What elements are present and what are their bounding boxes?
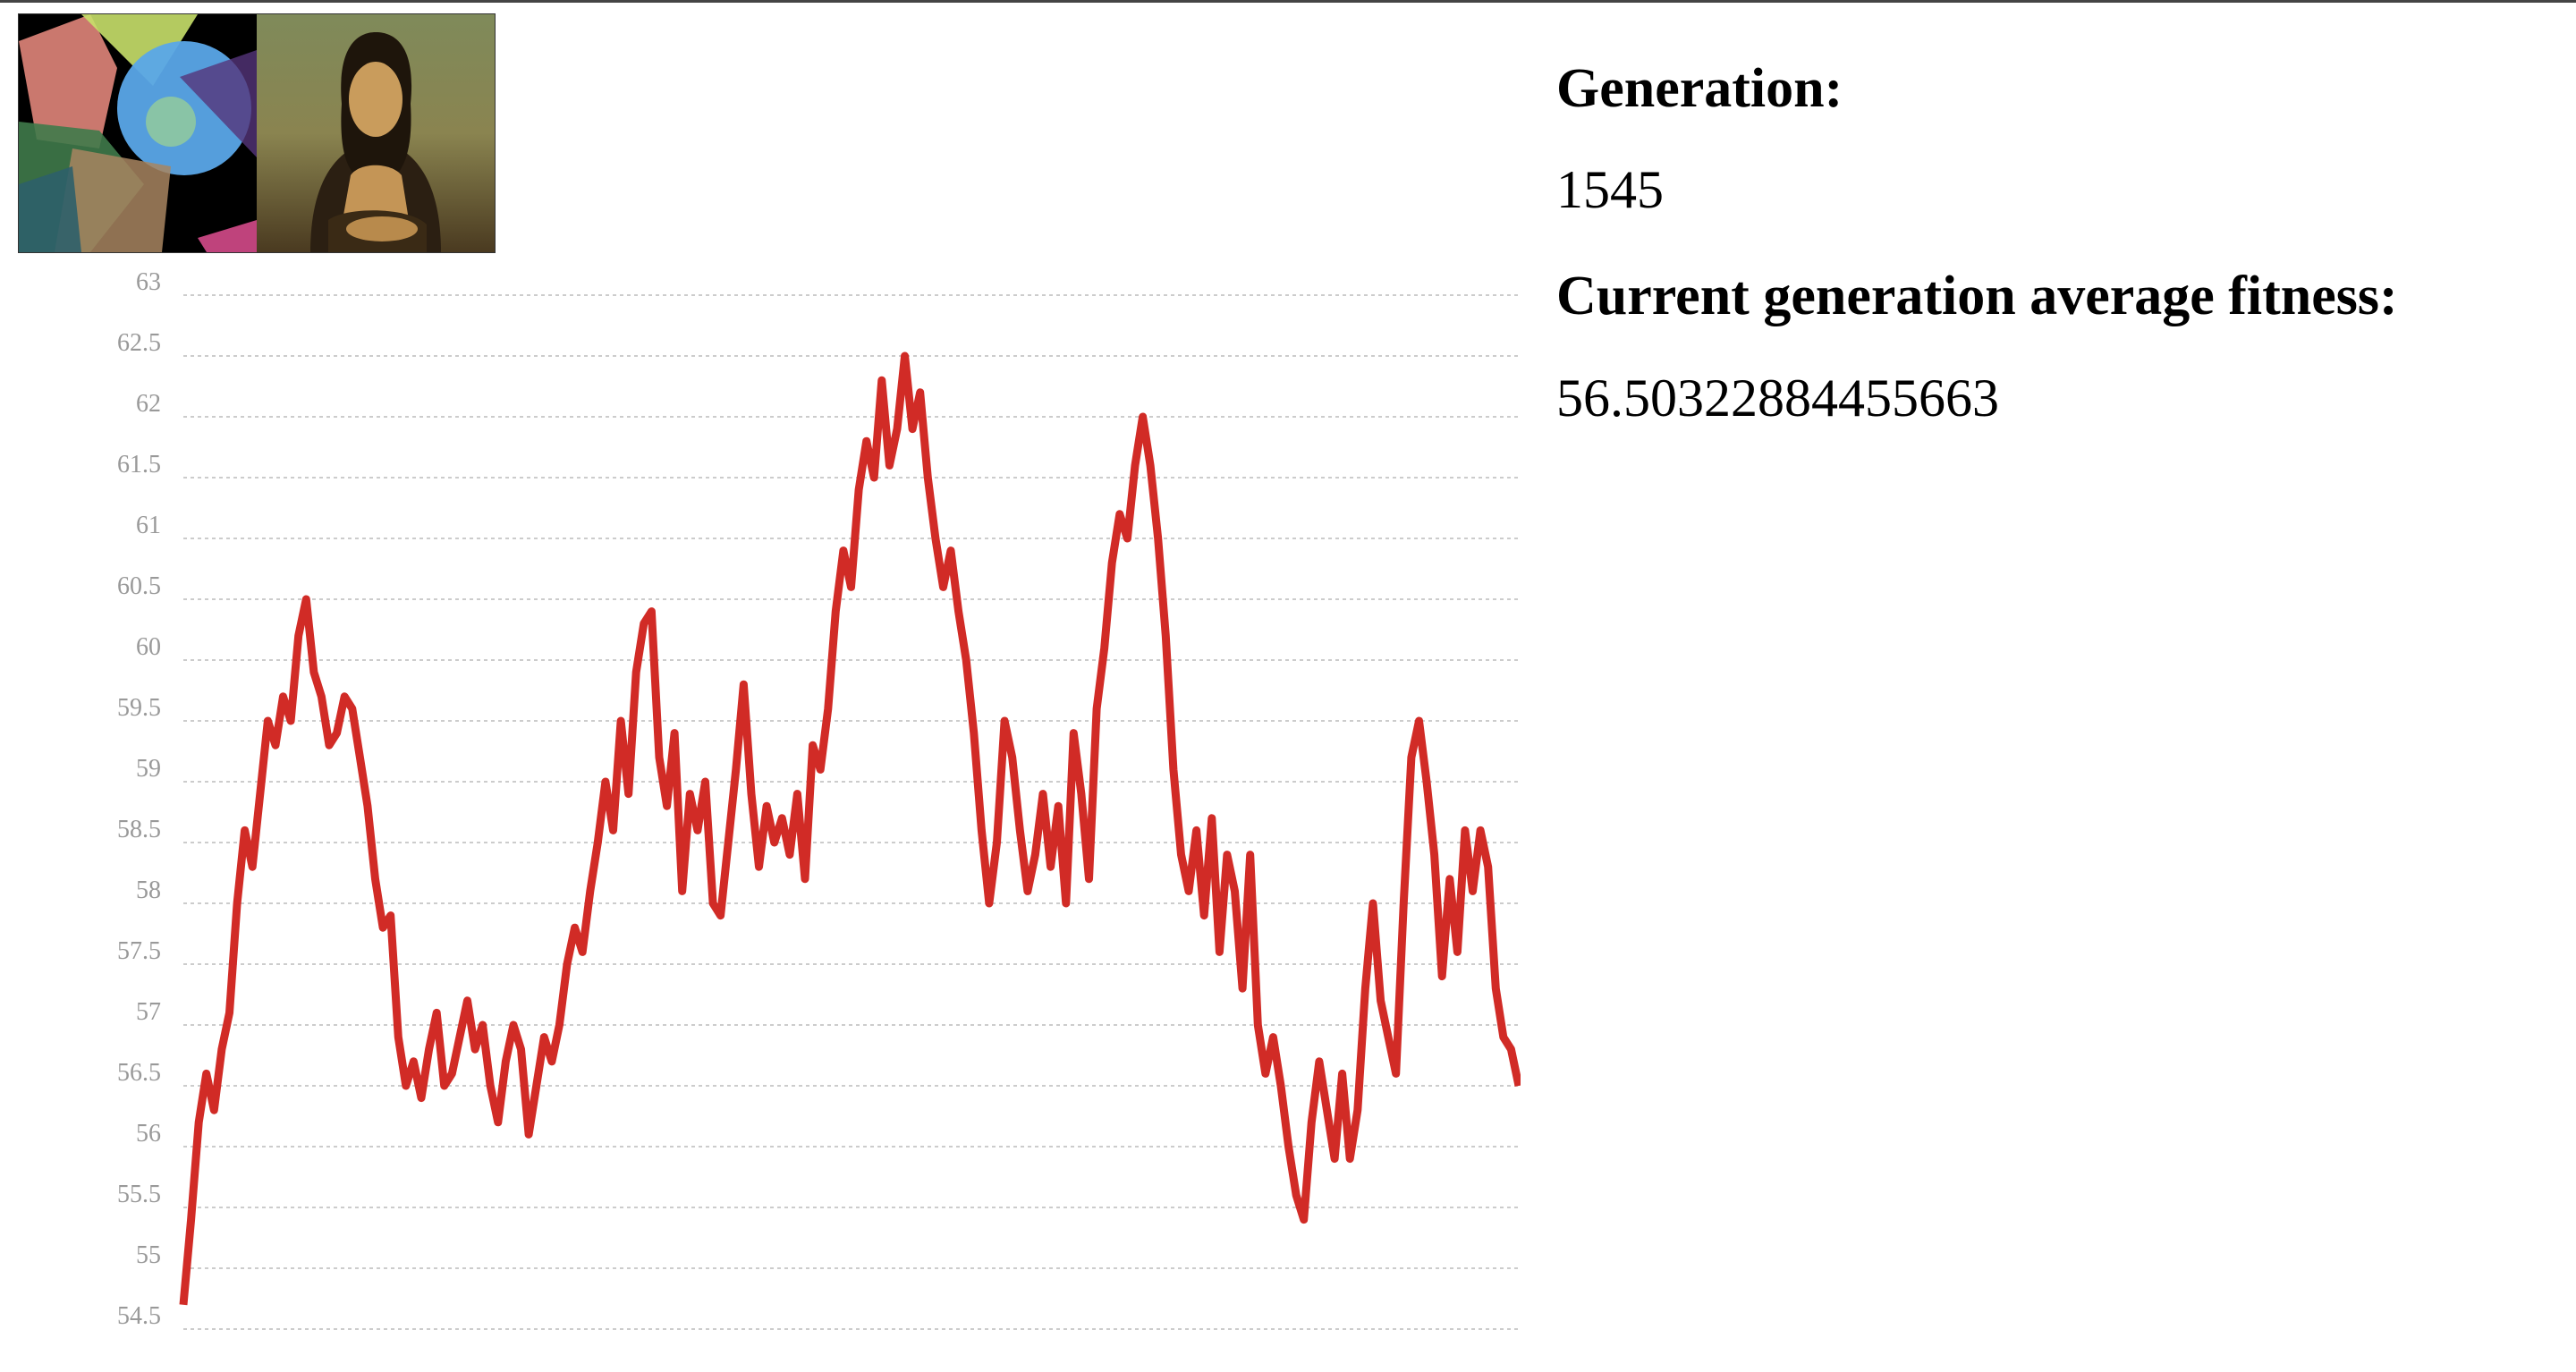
- y-tick-label: 61.5: [117, 451, 161, 479]
- fitness-value: 56.50322884455663: [1556, 368, 1999, 428]
- y-axis-ticks: 63 62.5 62 61.5 61 60.5 60 59.5 59 58.5 58 57.5 57 56…: [117, 268, 161, 1330]
- y-tick-label: 54.5: [117, 1302, 161, 1330]
- y-tick-label: 58.5: [117, 816, 161, 843]
- y-tick-label: 61: [136, 512, 161, 539]
- y-tick-label: 57.5: [117, 937, 161, 965]
- y-tick-label: 55.5: [117, 1181, 161, 1208]
- grid-lines: [183, 294, 1521, 1330]
- generation-label: Generation:: [1556, 58, 1843, 119]
- y-tick-label: 62: [136, 390, 161, 418]
- y-tick-label: 60.5: [117, 572, 161, 600]
- generation-value: 1545: [1556, 160, 1664, 220]
- y-tick-label: 58: [136, 877, 161, 904]
- y-tick-label: 59.5: [117, 694, 161, 722]
- y-tick-label: 55: [136, 1241, 161, 1269]
- series-layer: [179, 351, 1521, 1306]
- stats-panel: Generation: 1545 Current generation aver…: [1556, 55, 2540, 471]
- top-border: [0, 0, 2576, 3]
- y-tick-label: 60: [136, 633, 161, 661]
- y-tick-label: 59: [136, 755, 161, 783]
- evolved-polygon-approximation-image: [19, 14, 257, 252]
- mona-lisa-target-image: [257, 14, 495, 252]
- y-tick-label: 62.5: [117, 329, 161, 357]
- y-tick-label: 56: [136, 1120, 161, 1148]
- fitness-series-line: [179, 351, 1521, 1306]
- y-tick-label: 63: [136, 268, 161, 296]
- image-comparison: [18, 13, 496, 253]
- fitness-label: Current generation average fitness:: [1556, 266, 2398, 327]
- y-tick-label: 56.5: [117, 1059, 161, 1087]
- y-tick-label: 57: [136, 998, 161, 1026]
- fitness-line-chart: 63 62.5 62 61.5 61 60.5 60 59.5 59 58.5 58 57.5 57 56…: [117, 268, 1521, 1330]
